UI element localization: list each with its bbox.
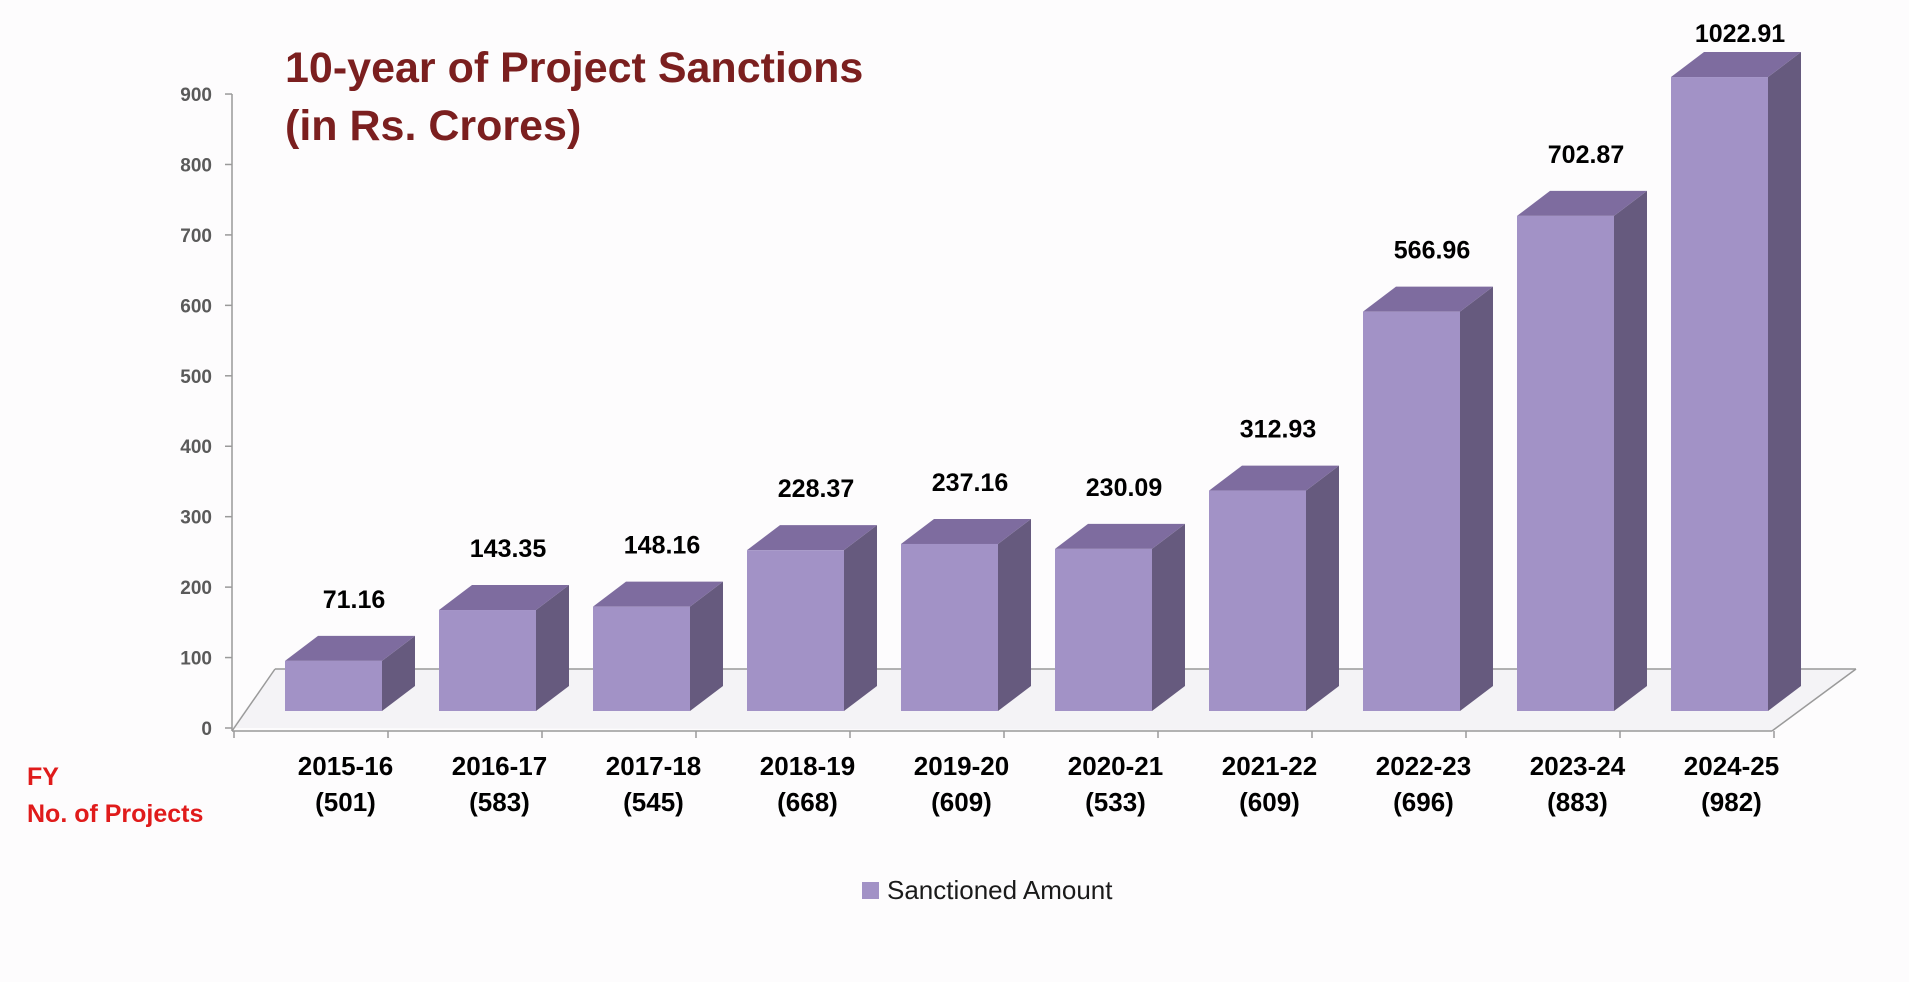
bar-front [593, 606, 690, 711]
legend-swatch [862, 882, 879, 899]
x-category-sublabel: (501) [315, 787, 376, 817]
side-label-projects: No. of Projects [27, 800, 203, 828]
x-category-sublabel: (883) [1547, 787, 1608, 817]
bar-front [285, 660, 382, 711]
data-label: 228.37 [778, 475, 854, 503]
bar-side [1768, 52, 1801, 712]
bar-2021-22 [1209, 465, 1339, 711]
chart-title-line-2: (in Rs. Crores) [285, 102, 581, 150]
bar-front [1055, 548, 1152, 711]
x-category-sublabel: (982) [1701, 787, 1762, 817]
bar-top [1209, 465, 1339, 491]
bar-2020-21 [1055, 523, 1185, 711]
data-label: 230.09 [1086, 474, 1162, 502]
x-category-label: 2017-18 [606, 751, 701, 781]
bar-side [1306, 465, 1339, 711]
data-label: 148.16 [624, 532, 700, 560]
y-axis: 0 100 200 300 400 500 600 700 800 900 [180, 85, 1775, 740]
bar-top [593, 581, 723, 607]
bars [285, 52, 1801, 712]
x-category-label: 2015-16 [298, 751, 393, 781]
x-category-label: 2022-23 [1376, 751, 1471, 781]
bar-side [690, 581, 723, 711]
bar-front [1671, 77, 1768, 712]
y-tick-label: 900 [180, 85, 212, 106]
x-category-sublabel: (609) [931, 787, 992, 817]
chart-title-line-1: 10-year of Project Sanctions [285, 44, 863, 92]
floor-edge-left [231, 668, 276, 732]
y-tick-label: 800 [180, 155, 212, 176]
data-labels: 71.16 143.35 148.16 228.37 237.16 230.09 312.9… [323, 20, 1786, 614]
x-category-sublabel: (609) [1239, 787, 1300, 817]
y-tick-label: 0 [201, 719, 212, 740]
bar-side [382, 635, 415, 711]
x-category-label: 2016-17 [452, 751, 547, 781]
bar-2022-23 [1363, 286, 1493, 711]
x-category-sublabel: (583) [469, 787, 530, 817]
bar-side [536, 585, 569, 711]
x-category-label: 2023-24 [1530, 751, 1626, 781]
bar-2016-17 [439, 585, 569, 711]
x-category-label: 2020-21 [1068, 751, 1163, 781]
side-label-fy: FY [27, 763, 59, 791]
data-label: 566.96 [1394, 237, 1470, 265]
bar-side [844, 525, 877, 711]
y-tick-label: 500 [180, 367, 212, 388]
x-category-label: 2018-19 [760, 751, 855, 781]
bar-top [1517, 190, 1647, 216]
y-tick-label: 700 [180, 226, 212, 247]
y-tick-label: 300 [180, 508, 212, 529]
bar-top [285, 635, 415, 661]
bar-side [1460, 286, 1493, 711]
bar-side [1152, 523, 1185, 711]
bar-2023-24 [1517, 190, 1647, 711]
data-label: 702.87 [1548, 141, 1624, 169]
x-axis-categories: 2015-16 (501) 2016-17 (583) 2017-18 (545) 2018… [298, 751, 1779, 817]
data-label: 312.93 [1240, 416, 1316, 444]
data-label: 71.16 [323, 586, 386, 614]
bar-front [1517, 215, 1614, 711]
y-tick-label: 200 [180, 578, 212, 599]
y-tick-label: 600 [180, 296, 212, 317]
bar-front [747, 550, 844, 711]
bar-top [1671, 52, 1801, 78]
bar-2024-25 [1671, 52, 1801, 712]
x-category-sublabel: (668) [777, 787, 838, 817]
bar-2018-19 [747, 525, 877, 711]
bar-2015-16 [285, 635, 415, 711]
x-category-label: 2019-20 [914, 751, 1009, 781]
y-tick-label: 400 [180, 437, 212, 458]
bar-side [998, 518, 1031, 711]
x-category-sublabel: (533) [1085, 787, 1146, 817]
floor-edge-right [1771, 668, 1857, 732]
x-category-sublabel: (545) [623, 787, 684, 817]
x-category-label: 2024-25 [1684, 751, 1779, 781]
bar-2019-20 [901, 518, 1031, 711]
x-category-label: 2021-22 [1222, 751, 1317, 781]
bar-top [1055, 523, 1185, 549]
data-label: 237.16 [932, 469, 1008, 497]
x-category-sublabel: (696) [1393, 787, 1454, 817]
y-tick-label: 100 [180, 649, 212, 670]
bar-side [1614, 190, 1647, 711]
bar-front [1363, 311, 1460, 711]
data-label: 143.35 [470, 535, 547, 563]
bar-front [1209, 490, 1306, 711]
bar-front [439, 610, 536, 711]
bar-top [901, 518, 1031, 544]
bar-top [439, 585, 569, 611]
bar-front [901, 543, 998, 711]
bar-2017-18 [593, 581, 723, 711]
bar-top [747, 525, 877, 551]
bar-top [1363, 286, 1493, 312]
data-label: 1022.91 [1695, 20, 1785, 48]
legend-label: Sanctioned Amount [887, 875, 1113, 905]
legend: Sanctioned Amount [862, 875, 1113, 905]
